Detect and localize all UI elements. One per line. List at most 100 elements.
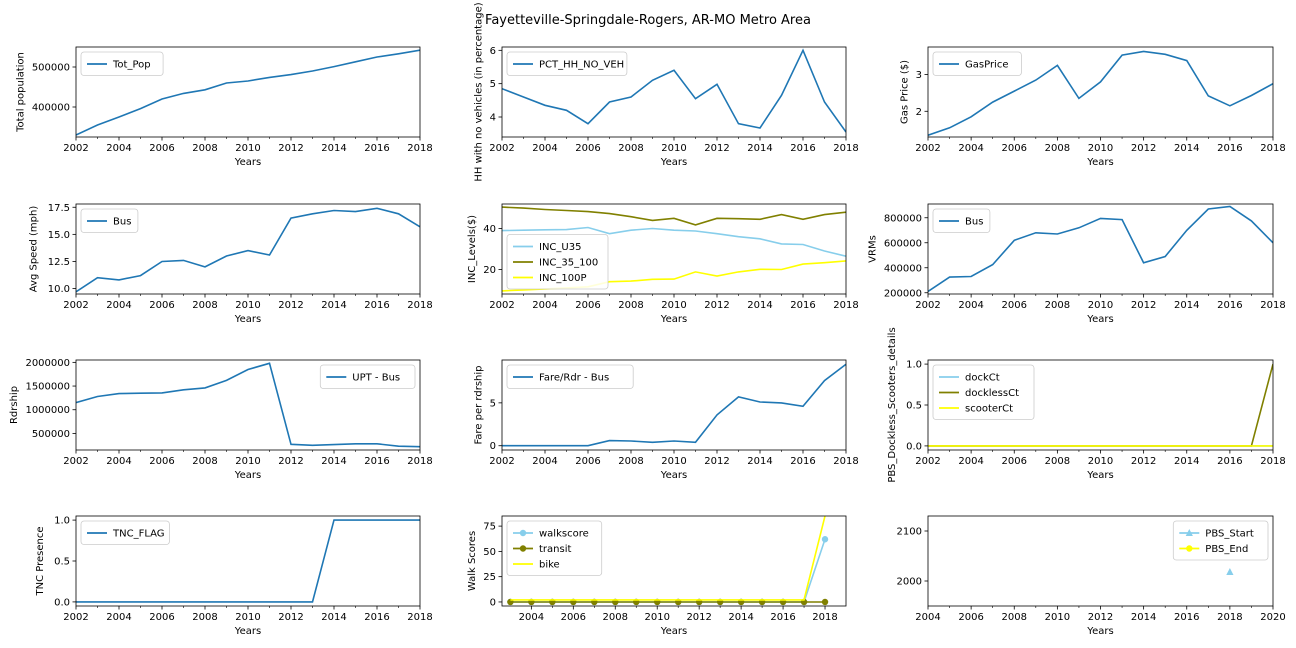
x-tick-label: 2014 (747, 456, 772, 467)
x-tick-label: 2016 (790, 143, 815, 154)
x-tick-label: 2014 (1174, 456, 1199, 467)
x-tick-label: 2008 (192, 300, 217, 311)
x-tick-label: 2018 (1260, 300, 1285, 311)
figure-title: Fayetteville-Springdale-Rogers, AR-MO Me… (485, 13, 811, 28)
series-line-Fare/Rdr - Bus (502, 363, 846, 447)
x-axis-label: Years (1086, 626, 1113, 637)
legend: GasPrice (932, 51, 1022, 76)
x-tick-label: 2010 (235, 612, 260, 623)
chart-walk_scores: 2004 2006 2008 2010 2012 2014 2016 2018 0 25 50 75 Y… (467, 515, 847, 637)
legend: Tot_Pop (80, 51, 164, 76)
legend-label-Bus: Bus (965, 217, 983, 228)
x-tick-label: 2002 (63, 456, 88, 467)
legend-label-Bus: Bus (113, 217, 131, 228)
y-axis-label: HH with no vehicles (in percentage) (474, 2, 485, 181)
x-tick-label: 2002 (63, 143, 88, 154)
x-tick-label: 2006 (149, 300, 174, 311)
data-point-transit (821, 598, 829, 606)
x-axis-label: Years (660, 626, 687, 637)
x-tick-label: 2010 (1088, 456, 1113, 467)
y-tick-label: 600000 (884, 238, 922, 249)
y-tick-label: 50 (483, 547, 496, 558)
chart-fare_rdr: 2002 2004 2006 2008 2010 2012 2014 2016 2018 0 5 Ye… (474, 359, 859, 481)
x-tick-label: 2008 (1045, 300, 1070, 311)
x-tick-label: 2004 (106, 612, 131, 623)
legend-label-transit: transit (539, 544, 571, 555)
x-tick-label: 2008 (603, 612, 628, 623)
y-tick-label: 0.0 (54, 597, 70, 608)
x-tick-label: 2012 (704, 143, 729, 154)
legend-box (80, 208, 139, 233)
legend-marker (519, 545, 527, 552)
legend-label-PCT_HH_NO_VEH: PCT_HH_NO_VEH (539, 60, 624, 71)
y-tick-label: 200000 (884, 288, 922, 299)
legend-box (506, 234, 609, 290)
axes-frame (501, 515, 847, 607)
legend-label-walkscore: walkscore (539, 529, 589, 540)
y-axis-label: Gas Price ($) (900, 60, 911, 124)
x-tick-label: 2002 (489, 456, 514, 467)
chart-pbs_dockless: 2002 2004 2006 2008 2010 2012 2014 2016 2018 0.0 0… (887, 327, 1286, 482)
y-tick-label: 6 (490, 46, 496, 57)
legend-label-dockCt: dockCt (965, 373, 1000, 384)
legend-box (506, 520, 603, 576)
legend: Bus (80, 208, 139, 233)
chart-tot_pop: 2002 2004 2006 2008 2010 2012 2014 2016 2018 4000… (16, 46, 433, 168)
x-tick-label: 2018 (407, 456, 432, 467)
legend-label-INC_35_100: INC_35_100 (539, 258, 598, 269)
legend-label-bike: bike (539, 560, 560, 571)
y-tick-label: 75 (483, 522, 496, 533)
x-tick-label: 2014 (747, 143, 772, 154)
y-tick-label: 1.0 (906, 360, 922, 371)
x-tick-label: 2012 (704, 456, 729, 467)
y-axis-label: Rdrship (9, 386, 20, 424)
x-tick-label: 2010 (235, 143, 260, 154)
x-tick-label: 2002 (63, 300, 88, 311)
x-tick-label: 2004 (958, 456, 983, 467)
x-tick-label: 2014 (321, 612, 346, 623)
x-tick-label: 2006 (575, 143, 600, 154)
legend-label-Fare/Rdr - Bus: Fare/Rdr - Bus (539, 373, 609, 384)
x-axis-label: Years (234, 626, 261, 637)
y-tick-label: 4 (490, 113, 496, 124)
x-tick-label: 2004 (915, 612, 940, 623)
x-tick-label: 2004 (106, 456, 131, 467)
x-tick-label: 2004 (106, 300, 131, 311)
y-tick-label: 5 (490, 398, 496, 409)
legend: Fare/Rdr - Bus (506, 364, 634, 389)
x-tick-label: 2008 (618, 143, 643, 154)
series-line-UPT - Bus (76, 362, 420, 448)
x-tick-label: 2020 (1260, 612, 1285, 623)
x-tick-label: 2008 (618, 300, 643, 311)
y-axis-label: Fare per rdrship (474, 365, 485, 444)
x-tick-label: 2012 (686, 612, 711, 623)
x-tick-label: 2008 (618, 456, 643, 467)
legend: INC_U35 INC_35_100 INC_100P (506, 234, 609, 290)
x-tick-label: 2010 (1045, 612, 1070, 623)
x-tick-label: 2012 (278, 612, 303, 623)
legend-label-PBS_End: PBS_End (1205, 544, 1248, 555)
x-tick-label: 2014 (321, 300, 346, 311)
legend-box (932, 364, 1035, 420)
x-tick-label: 2006 (561, 612, 586, 623)
x-tick-label: 2006 (149, 456, 174, 467)
x-tick-label: 2018 (1217, 612, 1242, 623)
x-tick-label: 2016 (790, 456, 815, 467)
y-tick-label: 15.0 (48, 230, 70, 241)
series-line-Bus (76, 207, 420, 293)
x-tick-label: 2018 (1260, 456, 1285, 467)
chart-pbs_start_end: 2004 2006 2008 2010 2012 2014 2016 2018 2020 2000… (897, 515, 1286, 637)
x-tick-label: 2016 (364, 300, 389, 311)
legend-label-docklessCt: docklessCt (965, 388, 1019, 399)
x-tick-label: 2014 (728, 612, 753, 623)
legend-box (506, 364, 634, 389)
y-axis-label: INC_Levels($) (467, 215, 478, 283)
x-tick-label: 2010 (1088, 143, 1113, 154)
legend: walkscore transit bike (506, 520, 603, 576)
x-axis-label: Years (1086, 470, 1113, 481)
y-tick-label: 2000 (897, 577, 922, 588)
series-line-INC_35_100 (502, 206, 846, 226)
y-tick-label: 12.5 (48, 257, 70, 268)
y-tick-label: 400000 (32, 103, 70, 114)
